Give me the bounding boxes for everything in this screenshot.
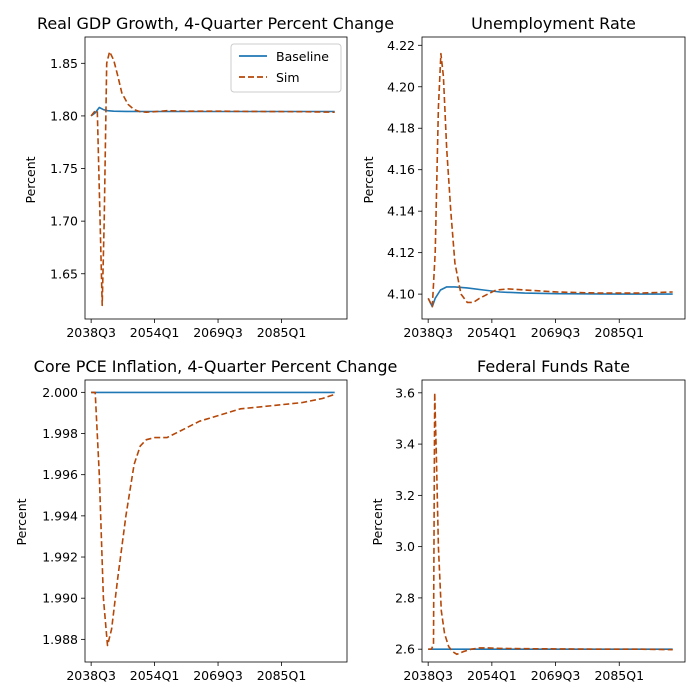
legend-label-baseline: Baseline (276, 49, 329, 64)
x-tick-label: 2038Q3 (403, 325, 453, 340)
chart-federal-funds-rate: Federal Funds Rate Percent 2.6 2.8 3.0 3.2 3… (370, 357, 686, 683)
x-tick-label: 2069Q3 (531, 325, 581, 340)
x-tick-label: 2054Q1 (467, 668, 517, 683)
y-tick-label: 1.990 (42, 591, 78, 606)
chart-unemployment-rate: Unemployment Rate Percent 4.104.124.144.… (361, 14, 686, 340)
chart-real-gdp-growth: Real GDP Growth, 4-Quarter Percent Chang… (23, 14, 394, 340)
y-tick-label: 1.80 (50, 108, 78, 123)
x-tick-label: 2054Q1 (130, 668, 180, 683)
plot-area: 1.988 1.990 1.992 1.994 1.996 1.998 2.000 2038Q… (42, 379, 348, 683)
chart-title: Unemployment Rate (471, 14, 636, 33)
series-line-baseline (427, 286, 673, 308)
y-tick-label: 1.988 (42, 632, 78, 647)
x-tick-label: 2038Q3 (403, 668, 453, 683)
plot-area: 4.10 4.12 4.14 4.16 4.18 4.20 4.22 2038Q3 2054Q1… (387, 36, 686, 340)
y-tick-label: 1.992 (42, 550, 78, 565)
y-tick-label: 4.22 (387, 38, 415, 53)
x-tick-label: 2069Q3 (531, 668, 581, 683)
x-tick-label: 2054Q1 (467, 325, 517, 340)
chart-title: Real GDP Growth, 4-Quarter Percent Chang… (37, 14, 394, 33)
plot-area: 2.6 2.8 3.0 3.2 3.4 3.6 2038Q3 2054Q1 2069Q3 2085… (395, 379, 686, 683)
y-tick-label: 1.85 (50, 56, 78, 71)
x-tick-label: 2085Q1 (257, 668, 307, 683)
y-tick-label: 3.0 (395, 539, 415, 554)
chart-core-pce-inflation: Core PCE Inflation, 4-Quarter Percent Ch… (14, 357, 397, 683)
series-line-sim (91, 391, 335, 647)
y-tick-label: 3.2 (395, 488, 415, 503)
y-tick-label: 4.10 (387, 287, 415, 302)
y-axis-label: Percent (23, 156, 38, 203)
series-line-sim (427, 52, 673, 308)
x-tick-label: 2085Q1 (594, 325, 644, 340)
x-tick-label: 2054Q1 (130, 325, 180, 340)
x-tick-label: 2069Q3 (193, 325, 243, 340)
plot-frame (84, 379, 348, 663)
x-tick-label: 2069Q3 (193, 668, 243, 683)
plot-area: 1.65 1.70 1.75 1.80 1.85 2038Q3 2054Q1 2069Q3 20… (50, 36, 348, 340)
x-tick-label: 2085Q1 (257, 325, 307, 340)
y-tick-label: 1.65 (50, 266, 78, 281)
series-line-sim (90, 50, 335, 307)
chart-title: Federal Funds Rate (477, 357, 630, 376)
y-tick-label: 2.6 (395, 642, 415, 657)
y-tick-label: 1.75 (50, 161, 78, 176)
plot-frame (421, 36, 686, 320)
y-axis-label: Percent (370, 498, 385, 545)
y-tick-label: 2.000 (42, 385, 78, 400)
x-tick-label: 2038Q3 (66, 668, 116, 683)
plot-frame (84, 36, 348, 320)
y-tick-label: 4.14 (387, 204, 415, 219)
y-tick-label: 1.70 (50, 214, 78, 229)
x-tick-label: 2038Q3 (66, 325, 116, 340)
y-tick-label: 3.6 (395, 385, 415, 400)
series-line-sim (428, 391, 673, 656)
y-tick-label: 3.4 (395, 437, 415, 452)
legend: Baseline Sim (230, 43, 342, 93)
y-tick-label: 4.20 (387, 79, 415, 94)
y-tick-label: 1.996 (42, 467, 78, 482)
y-tick-label: 1.994 (42, 508, 78, 523)
x-tick-label: 2085Q1 (594, 668, 644, 683)
y-axis-label: Percent (361, 156, 376, 203)
legend-label-sim: Sim (276, 70, 300, 85)
y-tick-label: 2.8 (395, 590, 415, 605)
y-tick-label: 4.12 (387, 245, 415, 260)
chart-title: Core PCE Inflation, 4-Quarter Percent Ch… (34, 357, 398, 376)
plot-frame (421, 379, 686, 663)
y-tick-label: 1.998 (42, 426, 78, 441)
y-tick-label: 4.16 (387, 162, 415, 177)
y-axis-label: Percent (14, 498, 29, 545)
y-tick-label: 4.18 (387, 121, 415, 136)
